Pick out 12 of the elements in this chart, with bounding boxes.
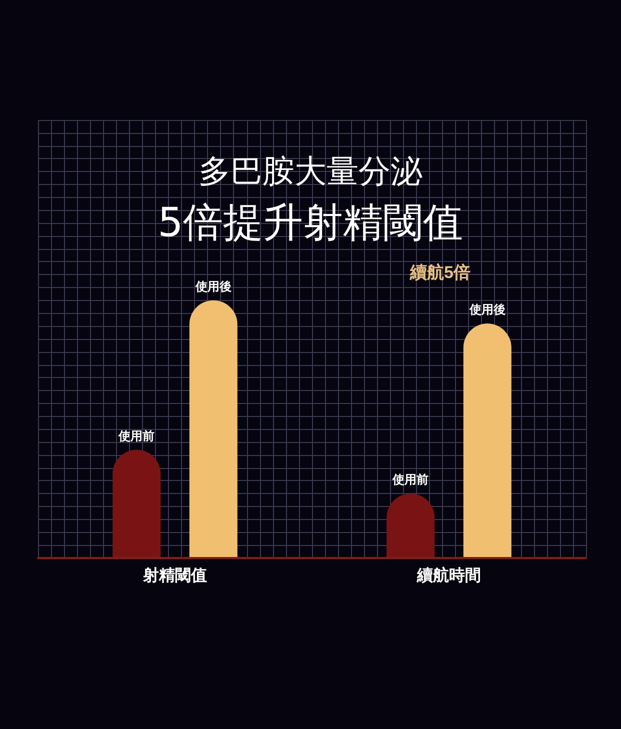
bar xyxy=(463,324,512,558)
chart-subtitle: 5倍提升射精閾值 xyxy=(158,200,464,246)
bar xyxy=(189,300,238,558)
x-tick-label: 射精閾值 xyxy=(142,566,207,584)
x-tick-label: 續航時間 xyxy=(416,566,481,584)
bar xyxy=(112,450,161,558)
chart-title: 多巴胺大量分泌 xyxy=(198,152,422,190)
text: 使用後 xyxy=(469,302,506,317)
series-label: 使用前 xyxy=(118,428,155,443)
text: 使用前 xyxy=(392,472,429,487)
series-label: 使用後 xyxy=(194,279,232,294)
text: 續航5倍 xyxy=(409,263,470,282)
